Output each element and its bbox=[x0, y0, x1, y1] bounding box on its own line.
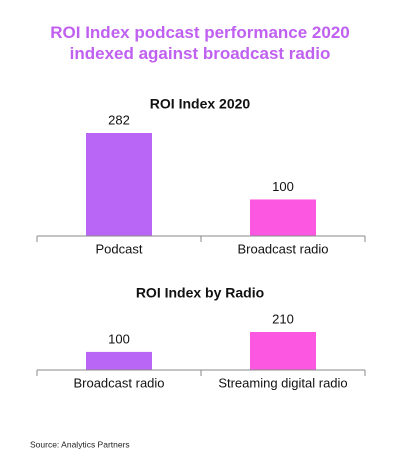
value-label: 100 bbox=[272, 179, 294, 194]
category-label: Broadcast radio bbox=[73, 375, 164, 390]
bar bbox=[86, 351, 152, 370]
bar bbox=[250, 332, 316, 370]
value-label: 282 bbox=[108, 112, 130, 127]
bar bbox=[86, 133, 152, 236]
chart-title: ROI Index 2020 bbox=[150, 96, 251, 112]
category-label: Broadcast radio bbox=[237, 241, 328, 256]
category-label: Podcast bbox=[96, 241, 143, 256]
category-label: Streaming digital radio bbox=[218, 375, 347, 390]
main-title: ROI Index podcast performance 2020 index… bbox=[50, 23, 350, 63]
source: Source: Analytics Partners bbox=[30, 439, 130, 449]
value-label: 100 bbox=[108, 331, 130, 346]
chart-title: ROI Index by Radio bbox=[136, 285, 264, 301]
bar bbox=[250, 199, 316, 236]
value-label: 210 bbox=[272, 311, 294, 326]
